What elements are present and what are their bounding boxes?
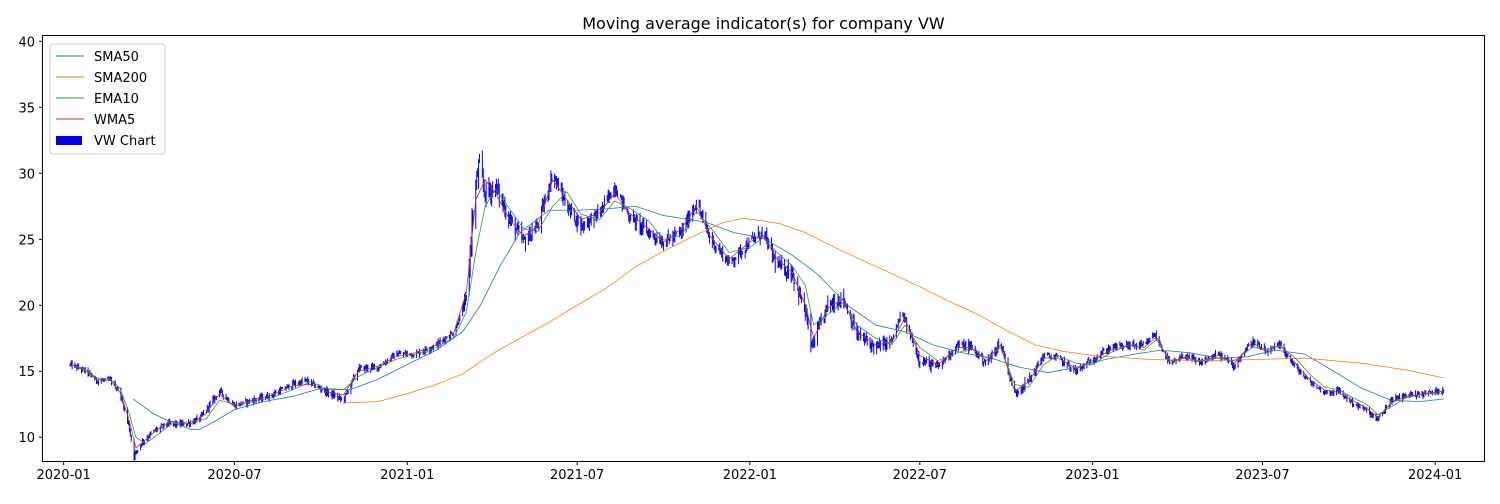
plot-frame [42, 35, 1485, 462]
y-tick-label: 30 [18, 167, 35, 182]
x-axis: 2020-01 2020-07 2021-01 2021-07 2022-01 2022-… [36, 461, 1462, 483]
legend-box [49, 43, 166, 155]
legend-label-sma200: SMA200 [94, 71, 147, 86]
series-line-sma50 [132, 205, 1444, 430]
x-tick-label: 2020-07 [207, 468, 261, 483]
chart-title: Moving average indicator(s) for company … [582, 14, 945, 33]
x-tick-label: 2022-01 [723, 468, 777, 483]
legend-swatch-vw-chart [56, 136, 82, 145]
y-tick-label: 15 [18, 365, 35, 380]
y-tick-label: 40 [18, 35, 35, 50]
x-tick-label: 2023-07 [1235, 468, 1289, 483]
y-axis: 10 15 20 25 30 35 40 [18, 35, 43, 446]
x-tick-label: 2021-07 [550, 468, 604, 483]
series-line-ema10 [76, 188, 1444, 445]
series-line-sma200 [343, 217, 1444, 404]
legend-label-wma5: WMA5 [94, 113, 135, 128]
legend-label-sma50: SMA50 [94, 50, 139, 65]
series-line-wma5 [71, 179, 1444, 449]
y-tick-label: 25 [18, 233, 35, 248]
line-layer [71, 179, 1444, 449]
x-tick-label: 2021-01 [380, 468, 434, 483]
x-tick-label: 2023-01 [1065, 468, 1119, 483]
y-tick-label: 35 [18, 101, 35, 116]
x-tick-label: 2024-01 [1408, 468, 1462, 483]
y-tick-label: 10 [18, 431, 35, 446]
x-tick-label: 2020-01 [36, 468, 90, 483]
y-tick-label: 20 [18, 299, 35, 314]
legend-label-vw-chart: VW Chart [94, 134, 156, 149]
legend-label-ema10: EMA10 [94, 92, 139, 107]
legend: SMA50 SMA200 EMA10 WMA5 VW Chart [49, 43, 166, 155]
x-tick-label: 2022-07 [893, 468, 947, 483]
candle-layer [69, 150, 1445, 461]
